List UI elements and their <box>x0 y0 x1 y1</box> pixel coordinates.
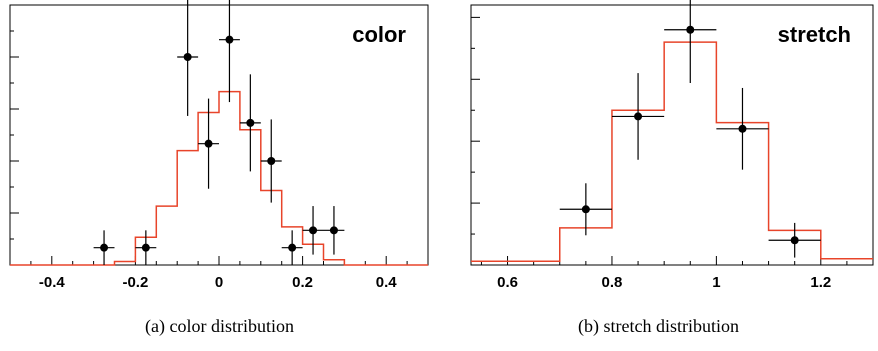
x-tick-label-stretch: 1 <box>712 274 720 291</box>
data-point-stretch-4 <box>768 222 821 258</box>
histogram-line-color <box>10 90 428 266</box>
marker <box>288 243 297 252</box>
data-point-stretch-1 <box>611 73 665 160</box>
data-point-color-5 <box>239 74 261 172</box>
caption-color-distribution: (a) color distribution <box>145 316 294 336</box>
marker <box>581 205 590 214</box>
marker <box>225 35 234 44</box>
data-point-color-9 <box>323 206 345 255</box>
marker <box>738 124 747 133</box>
marker <box>100 243 109 252</box>
marker <box>790 236 799 245</box>
marker <box>204 139 213 148</box>
marker <box>246 118 255 127</box>
marker <box>309 226 318 235</box>
caption-stretch-distribution: (b) stretch distribution <box>578 316 739 336</box>
data-point-stretch-0 <box>559 183 612 236</box>
data-point-color-7 <box>281 230 303 265</box>
marker <box>267 157 276 165</box>
x-tick-label-stretch: 0.6 <box>497 274 518 291</box>
marker <box>183 53 192 61</box>
data-point-color-1 <box>135 230 157 265</box>
data-point-color-6 <box>260 119 282 203</box>
plot-frame-stretch <box>470 4 874 266</box>
data-point-stretch-3 <box>716 87 769 170</box>
x-tick-label-stretch: 0.8 <box>602 274 623 291</box>
x-tick-label-color: -0.4 <box>39 274 66 291</box>
x-tick-label-color: 0.2 <box>292 274 313 291</box>
panel-title-stretch: stretch <box>778 22 851 47</box>
data-point-color-3 <box>198 98 219 189</box>
marker <box>634 112 643 121</box>
x-tick-label-color: -0.2 <box>122 274 148 291</box>
marker <box>329 226 338 235</box>
x-tick-label-color: 0 <box>215 274 223 291</box>
data-point-color-0 <box>93 230 115 265</box>
histogram-line-stretch <box>471 41 873 263</box>
data-point-color-2 <box>177 0 199 116</box>
marker <box>686 25 695 34</box>
x-tick-label-stretch: 1.2 <box>810 274 831 291</box>
data-point-stretch-2 <box>664 0 717 83</box>
marker <box>141 243 150 252</box>
panel-title-color: color <box>352 22 406 47</box>
panel-color: -0.4 -0.2 0 0.2 0.4 color <box>9 0 429 291</box>
data-point-color-8 <box>302 206 324 255</box>
panel-stretch: 0.6 0.8 1 1.2 stretch <box>470 0 874 291</box>
data-point-color-4 <box>219 0 240 103</box>
x-tick-label-color: 0.4 <box>376 274 398 291</box>
